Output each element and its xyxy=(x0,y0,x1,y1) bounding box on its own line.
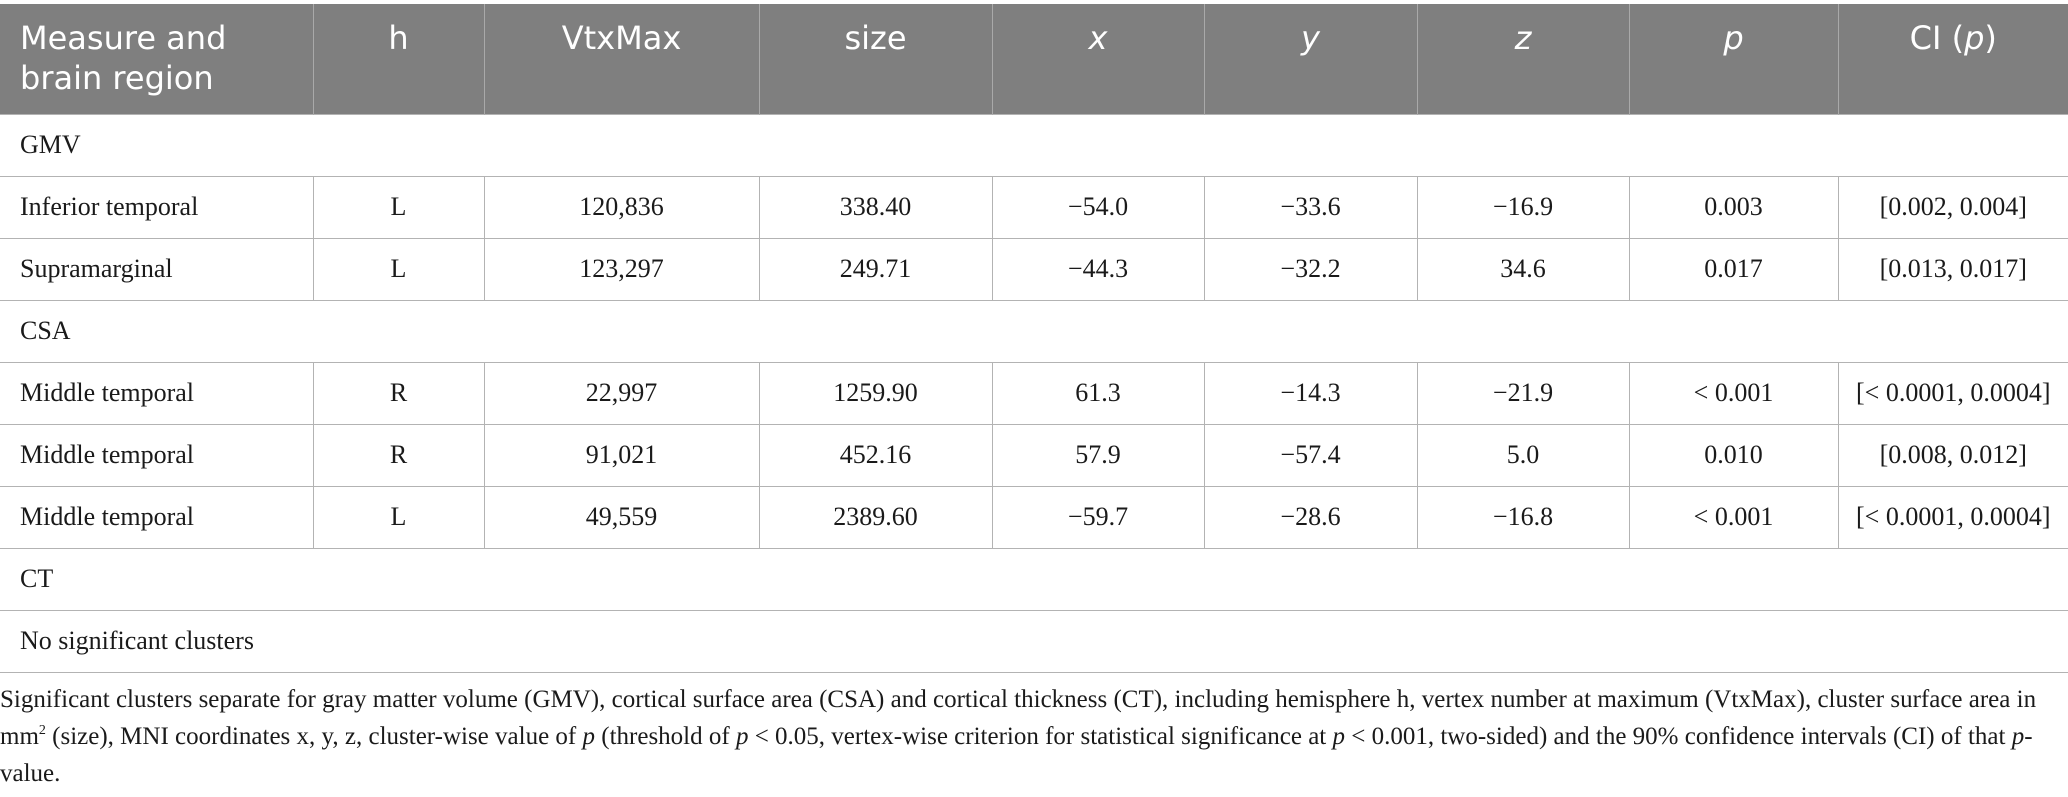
section-label: CSA xyxy=(0,299,2068,363)
empty-note: No significant clusters xyxy=(0,609,2068,673)
footnote-p-3: p xyxy=(1332,723,1346,750)
table-cell: −16.9 xyxy=(1416,175,1630,239)
table-cell: R xyxy=(312,423,485,487)
results-table-container: Measure and brain region h VtxMax size x y z p C… xyxy=(0,4,2068,673)
column-header: Measure and brain region xyxy=(0,4,313,114)
column-header: size xyxy=(758,4,992,114)
table-cell: 0.003 xyxy=(1628,175,1839,239)
table-cell: 0.017 xyxy=(1628,237,1839,301)
table-cell: Middle temporal xyxy=(0,361,314,425)
column-header: y xyxy=(1203,4,1417,114)
footnote-text-4: < 0.05, vertex-wise criterion for statis… xyxy=(748,723,1333,750)
header-row: Measure and brain region h VtxMax size x y z p C… xyxy=(0,4,2068,114)
table-cell: −33.6 xyxy=(1203,175,1418,239)
table-cell: L xyxy=(312,485,485,549)
section-label: CT xyxy=(0,547,2068,611)
table-cell: 2389.60 xyxy=(758,485,993,549)
table-cell: 1259.90 xyxy=(758,361,993,425)
table-cell: 34.6 xyxy=(1416,237,1630,301)
table-cell: L xyxy=(312,175,485,239)
footnote-text-2: (size), MNI coordinates x, y, z, cluster… xyxy=(45,723,583,750)
table-cell: 61.3 xyxy=(991,361,1205,425)
table-cell: [< 0.0001, 0.0004] xyxy=(1837,361,2068,425)
table-cell: −59.7 xyxy=(991,485,1205,549)
footnote-text-6: -value. xyxy=(0,723,2033,787)
section-row: GMV xyxy=(0,113,2068,177)
column-header: x xyxy=(991,4,1204,114)
table-cell: [0.002, 0.004] xyxy=(1837,175,2068,239)
ci-header-suffix: ) xyxy=(1984,19,1997,57)
column-header: VtxMax xyxy=(483,4,759,114)
table-cell: Inferior temporal xyxy=(0,175,314,239)
column-header: p xyxy=(1628,4,1838,114)
footnote-p-1: p xyxy=(582,723,596,750)
table-row: Inferior temporal L 120,836 338.40 −54.0 −33.… xyxy=(0,175,2068,239)
table-cell: 49,559 xyxy=(483,485,760,549)
table-cell: [0.013, 0.017] xyxy=(1837,237,2068,301)
table-cell: < 0.001 xyxy=(1628,361,1839,425)
table-cell: −14.3 xyxy=(1203,361,1418,425)
table-cell: [0.008, 0.012] xyxy=(1837,423,2068,487)
table-cell: −44.3 xyxy=(991,237,1205,301)
table-cell: −16.8 xyxy=(1416,485,1630,549)
table-cell: 0.010 xyxy=(1628,423,1839,487)
table-cell: R xyxy=(312,361,485,425)
table-row: Middle temporal R 22,997 1259.90 61.3 −14.3 −2… xyxy=(0,361,2068,425)
table-cell: −21.9 xyxy=(1416,361,1630,425)
table-row: Supramarginal L 123,297 249.71 −44.3 −32.2 34.… xyxy=(0,237,2068,301)
section-row: CSA xyxy=(0,299,2068,363)
footnote-text-3: (threshold of xyxy=(595,723,736,750)
footnote-text-1: Significant clusters separate for gray m… xyxy=(0,686,2037,750)
footnote-text-5: < 0.001, two-sided) and the 90% confiden… xyxy=(1345,723,2012,750)
table-cell: [< 0.0001, 0.0004] xyxy=(1837,485,2068,549)
empty-note-row: No significant clusters xyxy=(0,609,2068,673)
table-cell: Middle temporal xyxy=(0,485,314,549)
table-row: Middle temporal R 91,021 452.16 57.9 −57.4 5.0… xyxy=(0,423,2068,487)
section-row: CT xyxy=(0,547,2068,611)
column-header: z xyxy=(1416,4,1629,114)
table-cell: 249.71 xyxy=(758,237,993,301)
table-row: Middle temporal L 49,559 2389.60 −59.7 −28.6−… xyxy=(0,485,2068,549)
table-body: GMV Inferior temporal L 120,836 338.40 −54.0−… xyxy=(0,113,2068,673)
table-cell: < 0.001 xyxy=(1628,485,1839,549)
table-cell: Middle temporal xyxy=(0,423,314,487)
footnote-p-4: p xyxy=(2011,723,2025,750)
table-footnote: Significant clusters separate for gray m… xyxy=(0,681,2060,792)
table-cell: 338.40 xyxy=(758,175,993,239)
table-header: Measure and brain region h VtxMax size x y z p C… xyxy=(0,4,2068,114)
table-cell: 57.9 xyxy=(991,423,1205,487)
table-cell: 22,997 xyxy=(483,361,760,425)
table-cell: 120,836 xyxy=(483,175,760,239)
section-label: GMV xyxy=(0,113,2068,177)
table-cell: Supramarginal xyxy=(0,237,314,301)
column-header-ci: CI (p) xyxy=(1837,4,2068,114)
table-cell: −57.4 xyxy=(1203,423,1418,487)
table-cell: L xyxy=(312,237,485,301)
ci-header-italic: p xyxy=(1964,19,1985,57)
table-cell: 452.16 xyxy=(758,423,993,487)
table-cell: −32.2 xyxy=(1203,237,1418,301)
table-cell: −54.0 xyxy=(991,175,1205,239)
table-cell: −28.6 xyxy=(1203,485,1418,549)
footnote-superscript: 2 xyxy=(38,723,46,738)
clusters-table: Measure and brain region h VtxMax size x y z p C… xyxy=(0,4,2068,673)
ci-header-prefix: CI ( xyxy=(1909,19,1965,57)
column-header: h xyxy=(312,4,484,114)
footnote-p-2: p xyxy=(735,723,749,750)
table-cell: 5.0 xyxy=(1416,423,1630,487)
table-cell: 91,021 xyxy=(483,423,760,487)
table-cell: 123,297 xyxy=(483,237,760,301)
